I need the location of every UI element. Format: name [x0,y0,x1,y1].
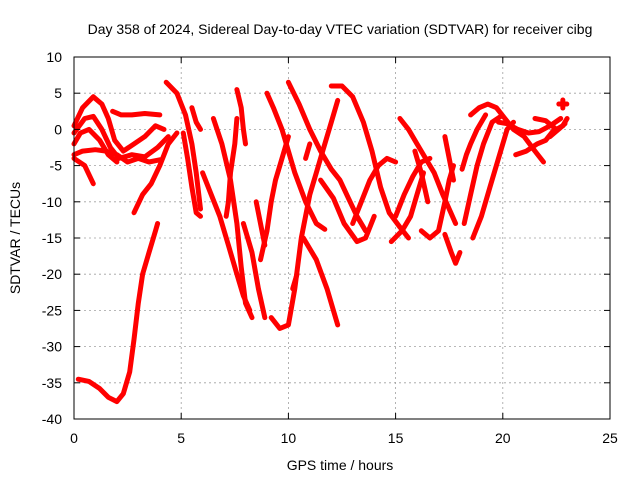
series-arc-13 [210,116,255,321]
x-tick-label: 25 [602,430,618,446]
series-arc-5 [71,155,96,187]
series-arc-42 [547,121,568,140]
series-arc-7 [75,221,161,405]
series-arc-15 [234,87,248,147]
series-arc-8 [131,130,180,216]
x-tick-label: 5 [177,430,185,446]
y-tick-label: 10 [46,49,62,65]
series-arc-16 [240,221,268,321]
series-arc-25 [318,177,377,245]
series-arc-36 [461,113,504,226]
x-tick-label: 0 [70,430,78,446]
series-arc-34 [442,134,456,183]
series-arc-21 [290,271,300,292]
y-tick-label: -35 [42,375,62,391]
series-arc-19 [258,134,291,263]
series-arc-4 [71,147,163,165]
series-arc-27 [350,155,399,226]
y-tick-label: -40 [42,411,62,427]
series-arc-14 [223,116,240,219]
axis-ticks [73,56,611,420]
chart-title: Day 358 of 2024, Sidereal Day-to-day VTE… [88,21,593,37]
y-tick-label: -30 [42,339,62,355]
y-tick-label: -25 [42,302,62,318]
series-arc-43 [556,97,570,111]
y-tick-label: -10 [42,194,62,210]
x-tick-label: 15 [388,430,404,446]
series-arc-1 [71,94,167,154]
series-arc-28 [388,170,426,245]
y-tick-labels: -40 -35 -30 -25 -20 -15 -10 -5 0 5 10 [42,49,62,427]
series-arc-18 [264,90,328,232]
series-arc-26 [300,235,341,328]
series-arc-37 [470,119,516,241]
y-tick-label: 5 [54,85,62,101]
series-arc-24 [328,83,411,241]
x-tick-label: 20 [495,430,511,446]
series-arc-3 [71,126,120,165]
series-arc-9 [163,79,203,212]
y-tick-label: 0 [54,121,62,137]
data-series-group [71,79,570,405]
y-tick-label: -20 [42,266,62,282]
series-arc-20 [268,97,341,331]
series-arc-31 [418,163,456,241]
y-tick-label: -5 [50,158,63,174]
series-arc-23 [303,141,313,161]
x-axis-label: GPS time / hours [287,457,394,473]
x-tick-label: 10 [281,430,297,446]
series-arc-10 [180,130,203,219]
series-arc-22 [285,79,369,234]
series-arc-35 [459,112,489,172]
y-tick-label: -15 [42,230,62,246]
x-tick-labels: 0 5 10 15 20 25 [70,430,618,446]
series-arc-6 [110,108,163,118]
series-arc-11 [189,105,203,132]
y-axis-label: SDTVAR / TECUs [7,182,23,294]
series-arc-32 [412,148,431,205]
series-arc-30 [397,116,459,226]
series-arc-33 [442,231,463,266]
